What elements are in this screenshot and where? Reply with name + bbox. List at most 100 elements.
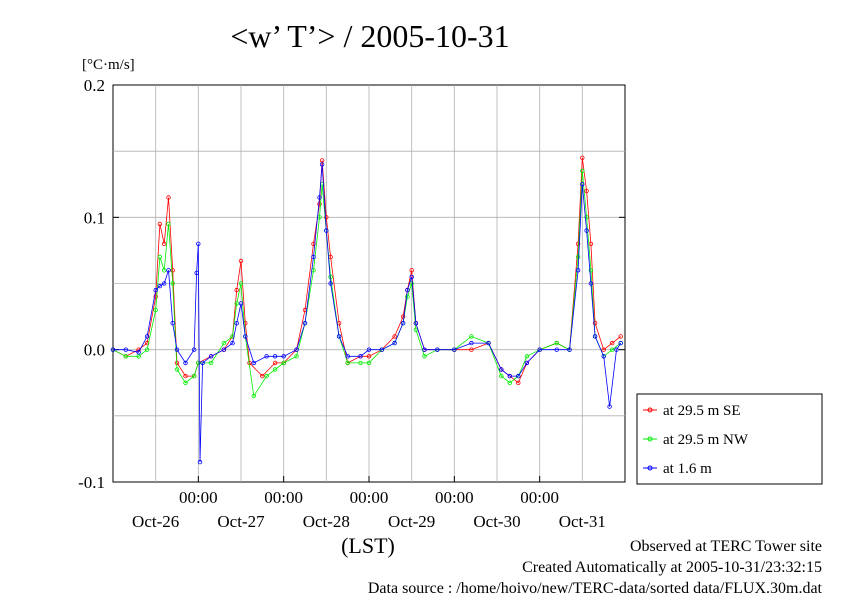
data-point — [516, 380, 521, 385]
data-point — [422, 347, 427, 352]
x-time-label: 00:00 — [350, 488, 389, 507]
data-point — [592, 334, 598, 339]
data-point — [601, 347, 606, 352]
data-point — [413, 321, 419, 326]
x-date-label: Oct-29 — [388, 512, 435, 531]
data-point — [358, 360, 363, 366]
x-axis-label: (LST) — [341, 533, 395, 558]
data-point — [588, 268, 594, 273]
legend-label: at 29.5 m SE — [663, 403, 741, 419]
data-point — [554, 347, 559, 352]
legend-swatch-marker — [647, 436, 653, 442]
data-point — [264, 354, 269, 359]
data-point — [230, 340, 235, 346]
data-point — [234, 301, 239, 306]
data-point — [486, 340, 491, 346]
data-point — [324, 215, 329, 220]
data-point — [197, 459, 203, 465]
data-point — [238, 301, 244, 306]
data-point — [328, 281, 333, 286]
y-tick-label: 0.1 — [84, 208, 105, 227]
data-point — [317, 201, 322, 207]
data-point — [170, 281, 175, 286]
data-point — [324, 228, 329, 233]
data-point — [618, 334, 623, 339]
data-point — [567, 347, 572, 352]
legend-box — [636, 393, 823, 485]
data-point — [153, 294, 158, 299]
data-point — [174, 367, 180, 372]
data-point — [170, 268, 175, 273]
series-line — [112, 170, 621, 398]
data-point — [234, 287, 239, 293]
data-point — [166, 195, 171, 200]
x-date-label: Oct-30 — [473, 512, 520, 531]
data-point — [243, 334, 248, 339]
data-point — [281, 360, 286, 366]
data-point — [272, 354, 278, 359]
data-point — [251, 393, 256, 399]
data-point — [166, 268, 171, 273]
data-point — [452, 347, 457, 352]
data-point — [191, 347, 197, 352]
data-point — [311, 241, 316, 246]
data-point — [196, 360, 201, 366]
data-point — [311, 254, 316, 260]
footer-created: Created Automatically at 2005-10-31/23:3… — [522, 559, 822, 576]
data-point — [272, 367, 278, 372]
data-point — [499, 373, 504, 379]
data-point — [580, 155, 585, 160]
chart-title: <w’ T’> / 2005-10-31 — [230, 18, 509, 54]
footer-site: Observed at TERC Tower site — [630, 538, 822, 555]
data-point — [607, 404, 612, 409]
data-point — [161, 268, 167, 273]
data-point — [336, 334, 342, 339]
data-point — [153, 287, 158, 293]
data-point — [208, 360, 214, 366]
data-point — [366, 347, 372, 352]
data-point — [194, 270, 199, 276]
data-point — [319, 162, 325, 167]
data-point — [183, 380, 188, 385]
data-point — [208, 354, 214, 359]
data-point — [144, 334, 150, 339]
data-point — [166, 221, 171, 227]
data-point — [183, 360, 188, 366]
data-point — [584, 215, 589, 220]
data-point — [174, 347, 180, 352]
data-point — [123, 347, 128, 352]
data-point — [537, 347, 542, 352]
data-point — [618, 340, 623, 346]
x-date-label: Oct-26 — [132, 512, 179, 531]
data-point — [610, 347, 615, 352]
data-point — [153, 307, 158, 313]
data-point — [610, 340, 615, 346]
x-time-label: 00:00 — [435, 488, 474, 507]
data-point — [144, 347, 150, 352]
data-point — [366, 360, 372, 366]
data-point — [161, 241, 167, 246]
data-point — [580, 168, 585, 174]
data-point — [345, 360, 350, 366]
data-point — [157, 221, 163, 227]
data-point — [294, 354, 299, 359]
data-point — [435, 347, 440, 352]
y-tick-label: -0.1 — [78, 473, 105, 492]
data-point — [409, 268, 414, 273]
data-point — [136, 354, 141, 359]
data-point — [157, 254, 163, 260]
data-point — [575, 254, 581, 260]
y-axis-label: [°C·m/s] — [82, 57, 135, 73]
data-point — [260, 373, 265, 379]
data-point — [507, 380, 512, 385]
footer-source: Data source : /home/hoivo/new/TERC-data/… — [368, 580, 823, 595]
data-point — [366, 354, 372, 359]
data-point — [499, 367, 504, 372]
data-point — [161, 281, 167, 286]
data-point — [183, 373, 188, 379]
data-point — [302, 321, 308, 326]
x-time-label: 00:00 — [179, 488, 218, 507]
data-point — [196, 241, 201, 246]
